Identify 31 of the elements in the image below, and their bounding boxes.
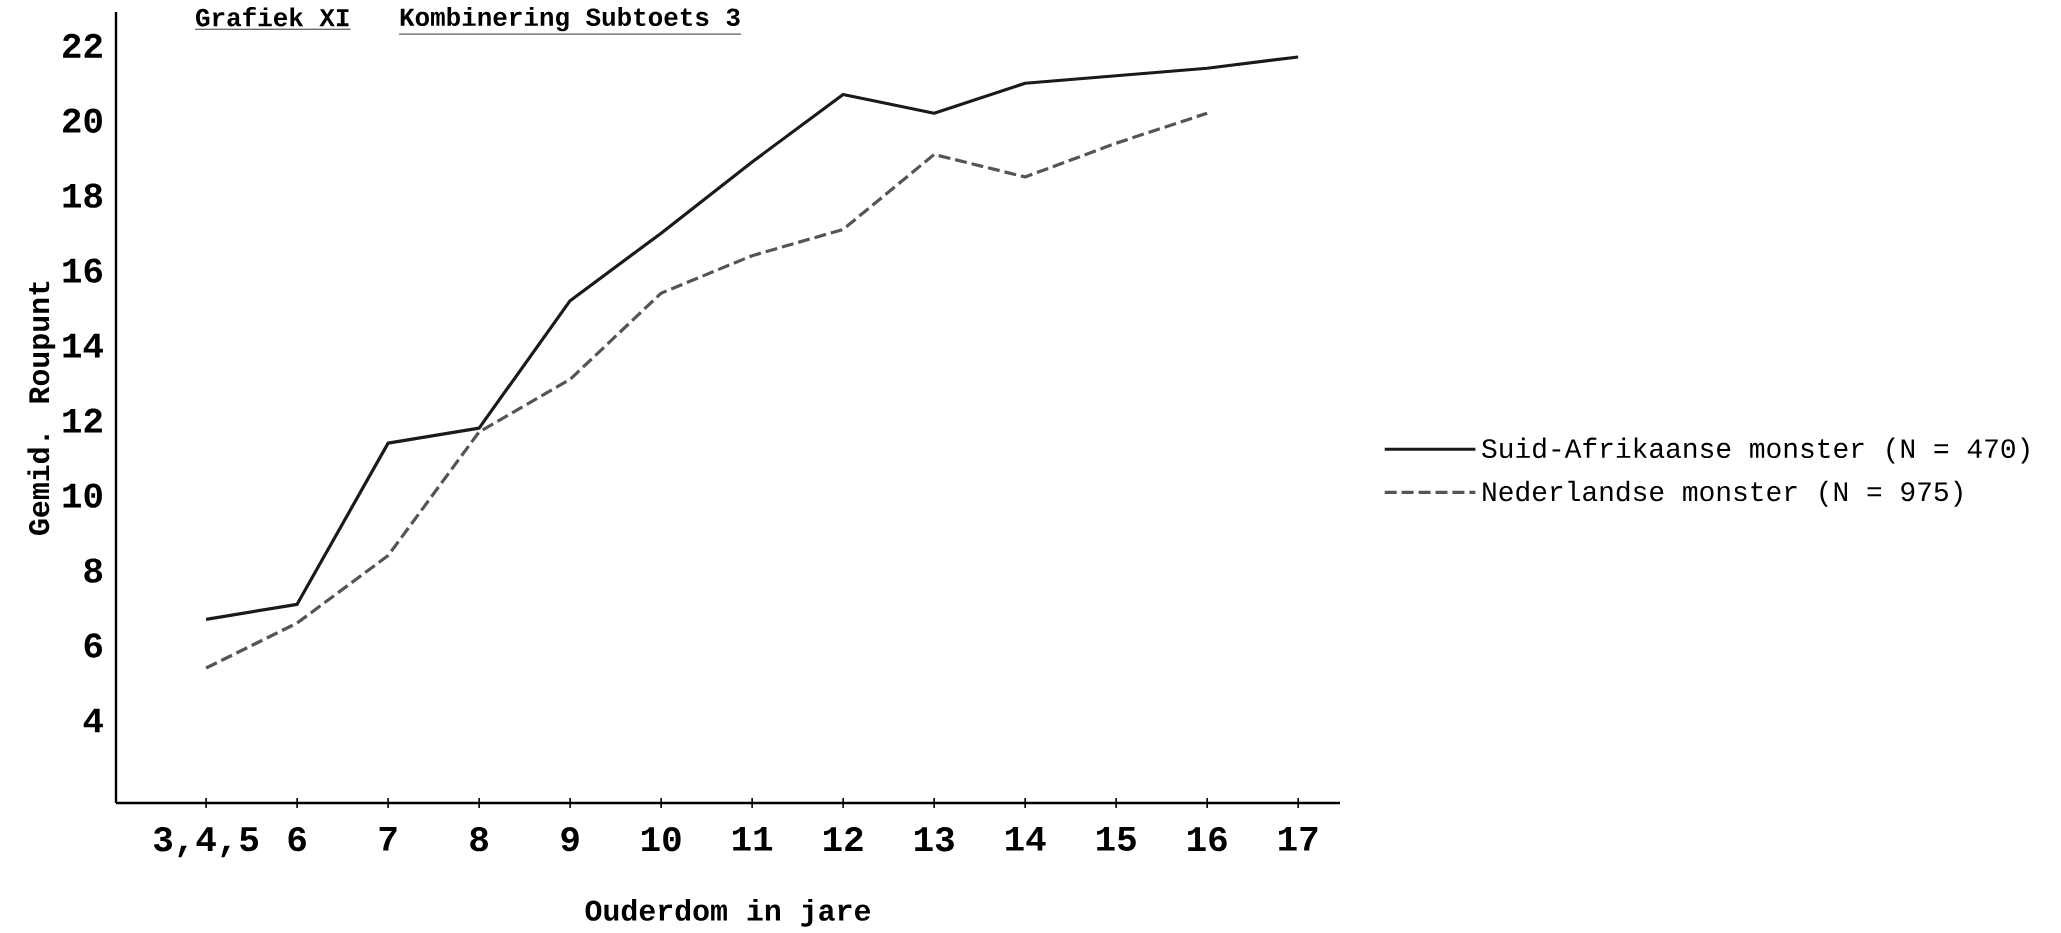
x-tick-label: 7 <box>379 826 397 851</box>
chart-subtitle: Kombinering Subtoets 3 <box>400 6 740 32</box>
x-tick-label: 6 <box>288 826 306 852</box>
x-tick-label: 16 <box>1188 826 1227 852</box>
y-tick-label: 22 <box>63 33 102 58</box>
y-tick-label: 8 <box>84 558 103 583</box>
legend-label: Nederlandse monster (N = 975) <box>1483 480 1962 507</box>
x-tick-label: 3,4,5 <box>153 826 259 858</box>
y-tick-label: 12 <box>63 408 102 433</box>
x-tick-label: 10 <box>642 826 681 852</box>
x-tick-label: 9 <box>561 826 579 852</box>
y-axis-title: Gemid. Roupunt <box>27 281 56 535</box>
y-tick-label: 4 <box>83 708 103 733</box>
y-tick-label: 10 <box>63 483 102 508</box>
line-series <box>204 55 1300 621</box>
x-tick-label: 14 <box>1006 826 1046 851</box>
x-tick-label: 13 <box>915 826 954 852</box>
y-tick-label: 20 <box>63 108 102 133</box>
x-tick-label: 11 <box>733 826 773 851</box>
x-tick-label: 12 <box>824 826 863 851</box>
y-tick-label: 18 <box>63 183 103 208</box>
y-tick-label: 6 <box>84 633 102 658</box>
legend-label: Suid-Afrikaanse monster (N = 470) <box>1482 437 2029 464</box>
y-tick-label: 14 <box>63 333 103 358</box>
x-tick-label: 15 <box>1097 826 1136 851</box>
y-tick-label: 16 <box>63 258 102 283</box>
x-tick-label: 17 <box>1279 826 1318 851</box>
x-axis-title: Ouderdom in jare <box>585 898 870 927</box>
chart-title: Grafiek XI <box>196 6 349 27</box>
line-series <box>204 111 1209 670</box>
x-tick-label: 8 <box>470 826 488 852</box>
